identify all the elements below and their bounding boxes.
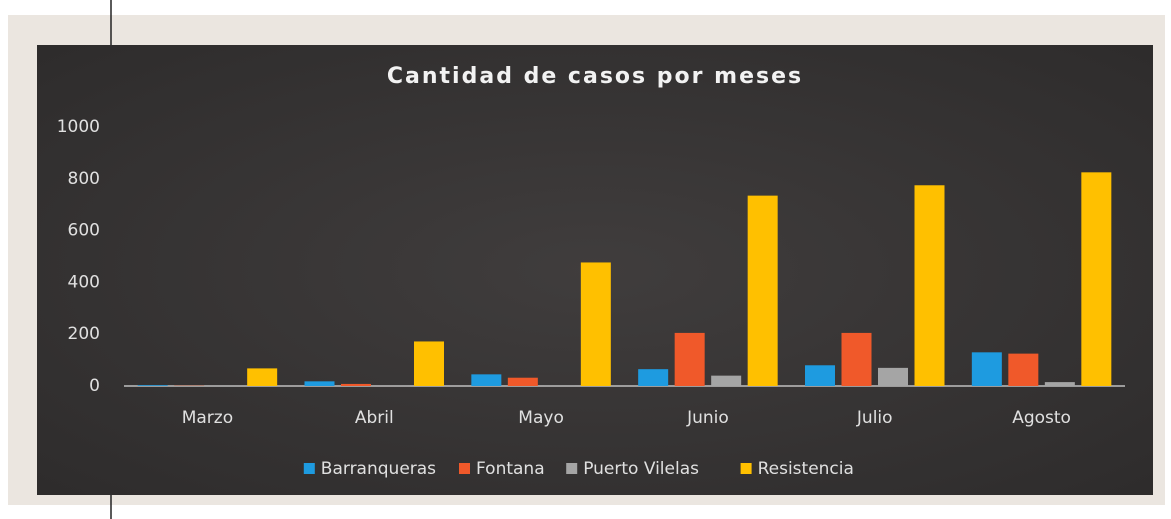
y-tick-label: 600 (68, 221, 100, 241)
y-tick-label: 1000 (57, 117, 100, 137)
bar (471, 374, 502, 386)
bar (304, 381, 335, 386)
y-tick-label: 400 (68, 272, 100, 292)
bar (841, 332, 872, 386)
bar (1081, 172, 1112, 386)
bar (377, 385, 408, 386)
bar (805, 365, 835, 386)
bar (341, 383, 371, 386)
legend-label: Barranqueras (321, 459, 436, 479)
bar (914, 185, 945, 386)
legend-swatch (740, 463, 752, 474)
bar (247, 368, 278, 386)
bar (971, 352, 1002, 386)
bar (137, 385, 168, 386)
bar (878, 367, 908, 386)
legend-swatch (566, 463, 578, 474)
legend-label: Puerto Vilelas (583, 459, 699, 479)
bar (507, 377, 538, 386)
x-tick-label: Abril (355, 408, 394, 428)
legend-swatch (459, 463, 470, 474)
bar (747, 195, 778, 386)
y-tick-label: 0 (89, 376, 100, 396)
bar (638, 369, 669, 386)
y-tick-label: 200 (68, 324, 100, 344)
bar (544, 385, 575, 386)
legend-label: Resistencia (758, 459, 854, 479)
bar (1044, 382, 1075, 386)
bar (711, 375, 742, 386)
bar (210, 385, 241, 386)
bar (674, 332, 705, 386)
x-tick-label: Agosto (1012, 408, 1071, 428)
x-tick-label: Marzo (182, 408, 233, 428)
bar (414, 341, 444, 386)
x-tick-label: Julio (856, 408, 893, 428)
y-tick-label: 800 (68, 169, 100, 189)
x-tick-label: Junio (686, 408, 729, 428)
x-tick-label: Mayo (518, 408, 564, 428)
legend-label: Fontana (476, 459, 545, 479)
legend-swatch (303, 463, 315, 474)
bar (580, 262, 611, 386)
bar (1008, 353, 1039, 386)
chart-title: Cantidad de casos por meses (387, 64, 803, 89)
